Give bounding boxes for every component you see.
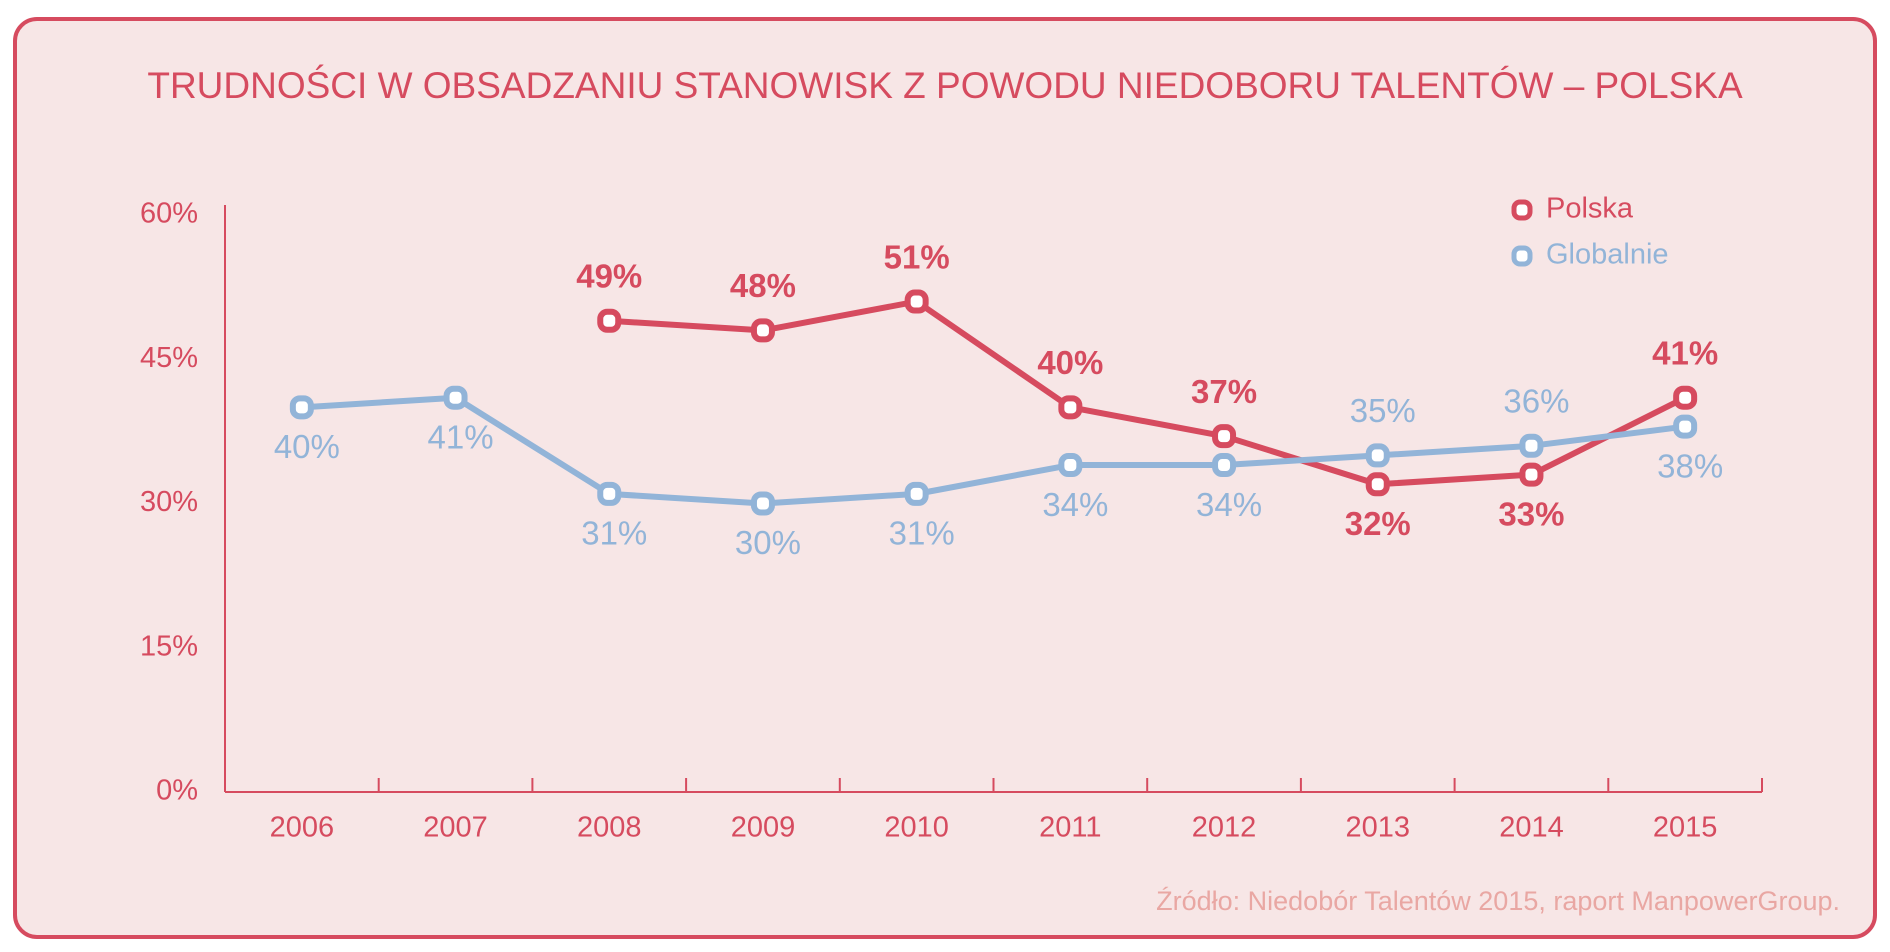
value-label: 48% [730, 267, 796, 304]
marker [904, 289, 929, 314]
y-tick-label: 45% [140, 342, 198, 374]
x-tick-label: 2010 [884, 812, 949, 844]
y-tick-label: 60% [140, 198, 198, 230]
value-label: 34% [1196, 486, 1262, 523]
value-label: 33% [1498, 495, 1564, 532]
x-tick-label: 2007 [423, 812, 488, 844]
legend-marker [1511, 245, 1533, 267]
marker [1365, 472, 1390, 497]
legend-label: Polska [1546, 193, 1634, 225]
frame [13, 17, 1877, 939]
value-label: 41% [428, 418, 494, 455]
value-label: 31% [581, 515, 647, 552]
value-label: 51% [884, 238, 950, 275]
marker [904, 481, 929, 506]
legend-label: Globalnie [1546, 239, 1669, 271]
value-label: 31% [889, 515, 955, 552]
marker [1519, 433, 1544, 458]
value-label: 41% [1652, 334, 1718, 371]
x-tick-label: 2006 [270, 812, 335, 844]
marker [1673, 414, 1698, 439]
marker [1673, 385, 1698, 410]
value-label: 37% [1191, 373, 1257, 410]
marker [750, 318, 775, 343]
legend-marker [1511, 199, 1533, 221]
marker [597, 308, 622, 333]
source: Źródło: Niedobór Talentów 2015, raport M… [1156, 886, 1840, 916]
x-tick-label: 2008 [577, 812, 642, 844]
y-tick-label: 15% [140, 630, 198, 662]
marker [750, 491, 775, 516]
series-line [609, 298, 1687, 488]
marker [443, 385, 468, 410]
value-label: 35% [1350, 392, 1416, 429]
value-label: 36% [1503, 383, 1569, 420]
marker [1058, 395, 1083, 420]
value-label: 40% [274, 428, 340, 465]
y-tick-label: 0% [156, 775, 198, 807]
x-tick-label: 2015 [1653, 812, 1718, 844]
value-label: 30% [735, 524, 801, 561]
value-label: 49% [576, 258, 642, 295]
marker [1365, 443, 1390, 468]
marker [1212, 424, 1237, 449]
x-tick-label: 2012 [1192, 812, 1257, 844]
marker [1212, 453, 1237, 478]
value-label: 40% [1037, 344, 1103, 381]
series-line [301, 394, 1686, 507]
value-label: 34% [1042, 486, 1108, 523]
value-label: 38% [1657, 447, 1723, 484]
y-tick-label: 30% [140, 486, 198, 518]
marker [597, 481, 622, 506]
value-label: 32% [1345, 505, 1411, 542]
marker [1519, 462, 1544, 487]
x-tick-label: 2011 [1039, 812, 1101, 844]
x-tick-label: 2009 [731, 812, 796, 844]
x-tick-label: 2013 [1345, 812, 1410, 844]
x-tick-label: 2014 [1499, 812, 1564, 844]
chart-title: TRUDNOŚCI W OBSADZANIU STANOWISK Z POWOD… [147, 64, 1743, 106]
marker [289, 395, 314, 420]
marker [1058, 453, 1083, 478]
